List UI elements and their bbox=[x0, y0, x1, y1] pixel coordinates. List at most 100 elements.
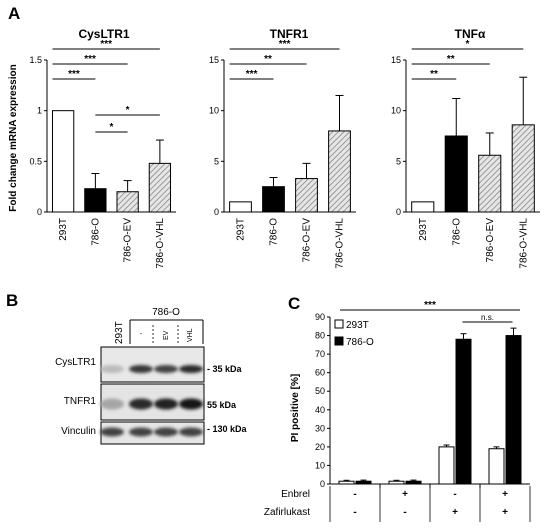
x-category-label: 786-O-EV bbox=[123, 218, 134, 263]
treatment-sign: + bbox=[502, 507, 508, 518]
blot-marker-35kda: - 35 kDa bbox=[207, 364, 243, 374]
treatment-sign: - bbox=[353, 507, 356, 518]
treatment-sign: - bbox=[453, 489, 456, 500]
treatment-label-zafirlukast: Zafirlukast bbox=[264, 507, 310, 518]
chart-pi-positive: 0 10 20 30 40 50 60 70 80 90 *** n.s. bbox=[315, 300, 530, 489]
bar-293T bbox=[438, 446, 455, 485]
x-category-label: 786-O-EV bbox=[302, 218, 313, 263]
blot-band bbox=[129, 398, 153, 410]
y-tick-label: 40 bbox=[315, 405, 325, 415]
legend-swatch-786o bbox=[334, 336, 344, 346]
treatment-label-enbrel: Enbrel bbox=[281, 489, 310, 500]
treatment-sign: + bbox=[452, 507, 458, 518]
bar-786-O bbox=[405, 480, 422, 485]
blot-lane-label-minus: - bbox=[140, 331, 143, 338]
significance-label: *** bbox=[84, 54, 96, 65]
treatment-sign: + bbox=[402, 489, 408, 500]
bar-786-O bbox=[262, 186, 285, 213]
bar-786-O bbox=[355, 480, 372, 485]
x-category-label: 293T bbox=[236, 218, 247, 241]
blot-row-label-vinculin: Vinculin bbox=[61, 426, 96, 437]
significance-label: ** bbox=[447, 54, 455, 65]
blot-lane-label-vhl: VHL bbox=[187, 328, 194, 342]
y-tick-label: 5 bbox=[214, 156, 219, 166]
blot-band bbox=[179, 427, 203, 437]
blot-band bbox=[154, 398, 178, 410]
blot-group-label: 786-O bbox=[152, 307, 180, 318]
x-category-label: 786-O-EV bbox=[485, 218, 496, 263]
significance-label: * bbox=[110, 122, 114, 133]
panel-letter-c: C bbox=[288, 294, 300, 313]
y-tick-label: 10 bbox=[209, 106, 219, 116]
y-tick-label: 60 bbox=[315, 368, 325, 378]
x-category-label: 786-O bbox=[269, 218, 280, 246]
x-category-label: 786-O bbox=[451, 218, 462, 246]
significance-label: *** bbox=[424, 300, 436, 311]
treatment-sign: - bbox=[353, 489, 356, 500]
y-tick-label: 0 bbox=[37, 207, 42, 217]
blot-strip-cysltr1 bbox=[100, 346, 205, 383]
bar-786-O-EV bbox=[295, 178, 318, 213]
bar-786-O-EV bbox=[478, 154, 502, 213]
bar-293T bbox=[229, 201, 252, 213]
bar-786-O bbox=[505, 335, 522, 485]
blot-band bbox=[100, 365, 124, 373]
y-axis-label-mrna: Fold change mRNA expression bbox=[8, 64, 19, 211]
significance-label: *** bbox=[68, 69, 80, 80]
y-tick-label: 80 bbox=[315, 331, 325, 341]
blot-lane-header-293t: 293T bbox=[114, 321, 125, 344]
bar-786-O bbox=[444, 135, 468, 213]
chart-title-cysltr1: CysLTR1 bbox=[78, 27, 129, 41]
bar-293T bbox=[411, 201, 435, 213]
y-tick-label: 15 bbox=[391, 55, 401, 65]
y-tick-label: 10 bbox=[315, 460, 325, 470]
y-tick-label: 30 bbox=[315, 423, 325, 433]
treatment-sign: - bbox=[403, 507, 406, 518]
y-tick-label: 5 bbox=[396, 156, 401, 166]
bar-786-O bbox=[84, 188, 107, 213]
y-tick-label: 20 bbox=[315, 442, 325, 452]
blot-band bbox=[154, 427, 178, 437]
y-tick-label: 1.5 bbox=[29, 55, 42, 65]
legend-label-293t: 293T bbox=[346, 320, 369, 331]
y-tick-label: 0 bbox=[396, 207, 401, 217]
blot-band bbox=[179, 398, 203, 410]
x-category-label: 786-O-VHL bbox=[335, 218, 346, 269]
blot-marker-130kda: - 130 kDa bbox=[207, 424, 248, 434]
panel-letter-b: B bbox=[6, 291, 18, 310]
significance-label: * bbox=[466, 39, 470, 50]
blot-band bbox=[100, 398, 124, 410]
western-blot: 293T 786-O - EV VHL CysLTR1 TNFR1 Vincul… bbox=[55, 307, 248, 445]
blot-band bbox=[100, 427, 124, 437]
chart-title-tnfa: TNFα bbox=[455, 27, 486, 41]
significance-label: *** bbox=[246, 69, 258, 80]
y-tick-label: 1 bbox=[37, 106, 42, 116]
chart-title-tnfr1: TNFR1 bbox=[270, 27, 309, 41]
blot-lane-label-ev: EV bbox=[163, 330, 170, 340]
x-category-label: 786-O-VHL bbox=[518, 218, 529, 269]
bar-293T bbox=[488, 448, 505, 485]
significance-label: *** bbox=[100, 39, 112, 50]
panel-letter-a: A bbox=[8, 4, 20, 23]
legend-pi: 293T 786-O bbox=[334, 319, 374, 348]
bar-786-O-VHL bbox=[328, 130, 351, 213]
bar-786-O-VHL bbox=[511, 124, 535, 213]
y-tick-label: 15 bbox=[209, 55, 219, 65]
bar-786-O-EV bbox=[116, 191, 139, 213]
bar-293T bbox=[388, 480, 405, 485]
x-category-label: 786-O bbox=[90, 218, 101, 246]
y-tick-label: 0 bbox=[320, 479, 325, 489]
blot-bands bbox=[100, 365, 203, 437]
y-tick-label: 70 bbox=[315, 349, 325, 359]
y-axis-label-pi: PI positive [%] bbox=[290, 374, 301, 442]
blot-band bbox=[129, 427, 153, 437]
blot-band bbox=[129, 365, 153, 373]
legend-label-786o: 786-O bbox=[346, 337, 374, 348]
treatment-sign: + bbox=[502, 489, 508, 500]
blot-band bbox=[179, 365, 203, 373]
bar-293T bbox=[51, 110, 75, 213]
blot-band bbox=[154, 365, 178, 373]
